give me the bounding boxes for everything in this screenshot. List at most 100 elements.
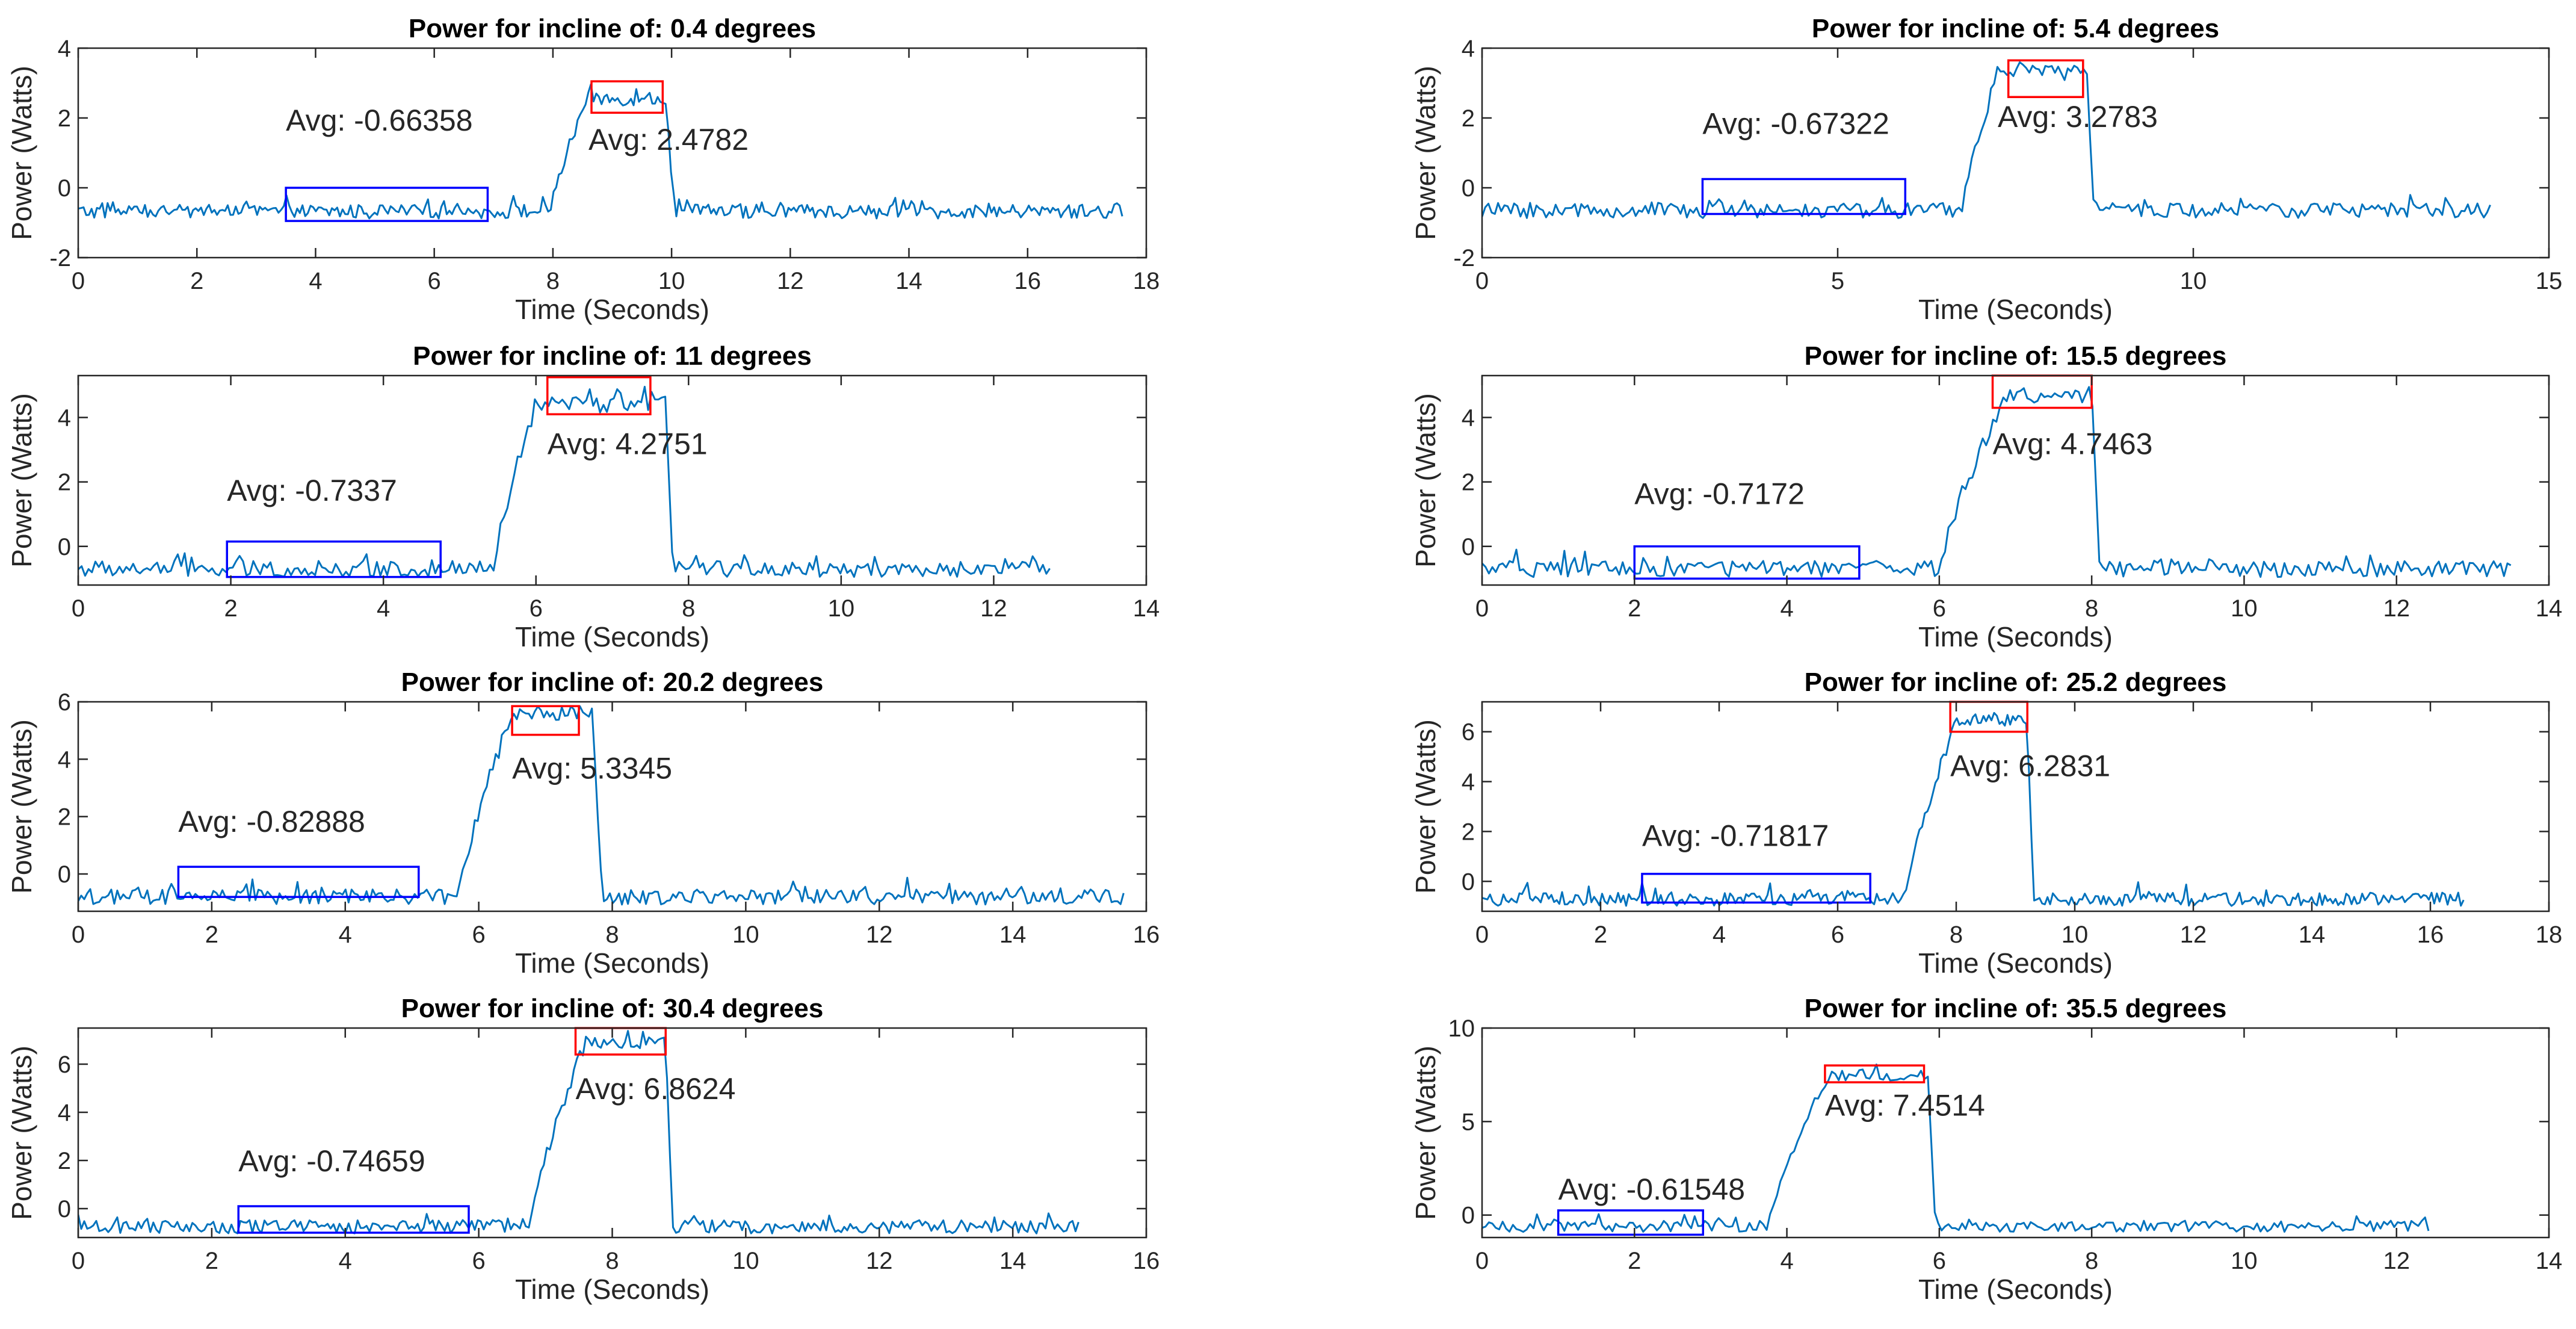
x-axis-label: Time (Seconds) [515, 621, 709, 652]
x-tick-label: 14 [999, 1248, 1027, 1274]
y-tick-label: 4 [1462, 405, 1475, 432]
x-tick-label: 2 [190, 268, 203, 294]
axes-frame [1481, 1027, 2550, 1239]
x-tick-label: 6 [428, 268, 441, 294]
x-tick-label: 12 [866, 922, 893, 948]
x-tick-label: 18 [2536, 922, 2563, 948]
peak-average-box [1824, 1064, 1926, 1083]
x-tick-label: 8 [1950, 922, 1963, 948]
y-axis-label: Power (Watts) [6, 66, 37, 240]
x-tick-label: 0 [72, 1248, 85, 1274]
x-tick-label: 15 [2536, 268, 2563, 294]
y-tick-label: 4 [58, 746, 71, 773]
axes-frame [77, 47, 1147, 259]
chart-title: Power for incline of: 20.2 degrees [401, 668, 824, 697]
x-tick-label: 6 [472, 1248, 486, 1274]
x-tick-label: 6 [1933, 595, 1946, 622]
x-axis-label: Time (Seconds) [515, 1274, 709, 1305]
baseline-average-label: Avg: -0.67322 [1702, 107, 1889, 141]
y-tick-label: 6 [58, 689, 71, 716]
x-tick-label: 10 [658, 268, 685, 294]
y-tick-label: -2 [49, 245, 71, 271]
chart-title: Power for incline of: 30.4 degrees [401, 994, 824, 1023]
subplot-7: Power for incline of: 35.5 degrees 0 2 4 6 8 1… [1410, 994, 2562, 1305]
peak-average-label: Avg: 2.4782 [588, 123, 749, 156]
x-tick-label: 4 [339, 1248, 352, 1274]
power-trace [1482, 386, 2512, 578]
power-trace [1482, 711, 2465, 907]
subplot-0: Power for incline of: 0.4 degrees 0 2 4 6 8 10… [6, 14, 1160, 325]
x-tick-label: 8 [605, 922, 619, 948]
chart-title: Power for incline of: 11 degrees [413, 341, 812, 371]
peak-average-label: Avg: 7.4514 [1825, 1088, 1985, 1122]
x-tick-label: 12 [866, 1248, 893, 1274]
x-tick-label: 14 [2536, 595, 2563, 622]
baseline-average-label: Avg: -0.61548 [1558, 1173, 1745, 1206]
baseline-average-label: Avg: -0.71817 [1642, 819, 1829, 853]
y-tick-label: 5 [1462, 1109, 1475, 1135]
x-tick-label: 16 [1133, 1248, 1160, 1274]
y-tick-label: 10 [1448, 1015, 1475, 1042]
x-tick-label: 14 [2299, 922, 2326, 948]
chart-title: Power for incline of: 35.5 degrees [1805, 994, 2227, 1023]
x-tick-label: 10 [732, 1248, 759, 1274]
x-tick-label: 12 [2180, 922, 2207, 948]
x-tick-label: 12 [980, 595, 1007, 622]
x-tick-label: 10 [732, 922, 759, 948]
power-trace [1482, 1064, 2430, 1233]
baseline-average-box [285, 187, 489, 222]
baseline-average-box [1641, 873, 1871, 904]
x-tick-label: 10 [2231, 595, 2258, 622]
peak-average-label: Avg: 4.7463 [1993, 427, 2153, 460]
y-tick-label: 2 [1462, 105, 1475, 132]
x-tick-label: 18 [1133, 268, 1160, 294]
axes-frame [1481, 701, 2550, 912]
x-tick-label: 14 [999, 922, 1027, 948]
y-tick-label: 0 [1462, 1203, 1475, 1229]
x-tick-label: 12 [777, 268, 804, 294]
y-tick-label: 2 [1462, 469, 1475, 496]
y-tick-label: 0 [1462, 534, 1475, 560]
peak-average-label: Avg: 6.8624 [575, 1072, 735, 1106]
peak-average-label: Avg: 5.3345 [512, 752, 672, 785]
y-axis-label: Power (Watts) [1410, 66, 1441, 240]
x-tick-label: 8 [605, 1248, 619, 1274]
x-tick-label: 6 [1831, 922, 1844, 948]
y-tick-label: 4 [58, 36, 71, 62]
x-tick-label: 0 [72, 268, 85, 294]
y-tick-label: 4 [1462, 36, 1475, 62]
y-tick-label: 0 [58, 534, 71, 560]
power-trace [78, 83, 1123, 220]
y-tick-label: 0 [58, 1196, 71, 1222]
x-tick-label: 0 [1475, 1248, 1489, 1274]
baseline-average-label: Avg: -0.7172 [1634, 477, 1805, 510]
x-tick-label: 12 [2383, 1248, 2410, 1274]
y-tick-label: 2 [58, 804, 71, 831]
chart-title: Power for incline of: 5.4 degrees [1812, 14, 2219, 43]
baseline-average-box [237, 1205, 470, 1234]
y-tick-label: 0 [58, 175, 71, 202]
y-tick-label: 2 [58, 1148, 71, 1174]
x-tick-label: 0 [72, 595, 85, 622]
chart-title: Power for incline of: 25.2 degrees [1805, 668, 2227, 697]
peak-average-label: Avg: 3.2783 [1998, 100, 2158, 134]
peak-average-label: Avg: 6.2831 [1950, 749, 2110, 783]
power-trace [78, 705, 1125, 906]
x-tick-label: 4 [377, 595, 390, 622]
x-tick-label: 0 [1475, 595, 1489, 622]
peak-average-box [546, 376, 652, 415]
x-axis-label: Time (Seconds) [1918, 294, 2113, 325]
baseline-average-box [1557, 1209, 1705, 1236]
x-tick-label: 4 [309, 268, 322, 294]
peak-average-box [2007, 59, 2084, 98]
baseline-average-box [1633, 545, 1861, 580]
y-tick-label: 0 [58, 861, 71, 888]
y-axis-label: Power (Watts) [6, 1046, 37, 1220]
y-tick-label: 2 [1462, 819, 1475, 845]
x-tick-label: 8 [2085, 595, 2098, 622]
baseline-average-label: Avg: -0.7337 [227, 474, 397, 507]
x-tick-label: 14 [2536, 1248, 2563, 1274]
chart-title: Power for incline of: 0.4 degrees [409, 14, 816, 43]
y-tick-label: 0 [1462, 869, 1475, 895]
baseline-average-label: Avg: -0.66358 [286, 104, 472, 137]
